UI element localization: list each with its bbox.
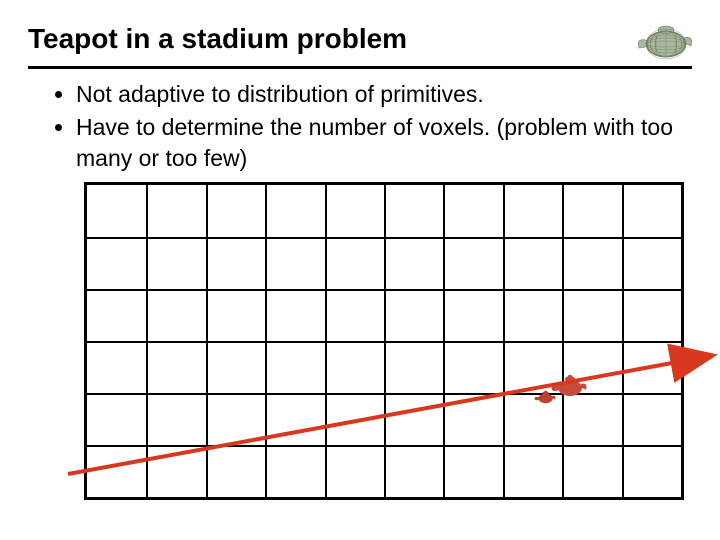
teapot-logo-icon <box>636 18 692 60</box>
bullet-item: Not adaptive to distribution of primitiv… <box>76 79 692 110</box>
ray-arrow-overlay <box>84 182 720 502</box>
voxel-grid-diagram <box>84 182 684 502</box>
slide-title: Teapot in a stadium problem <box>28 23 407 55</box>
ray-arrow <box>68 356 710 474</box>
header: Teapot in a stadium problem <box>28 18 692 60</box>
bullet-list: Not adaptive to distribution of primitiv… <box>28 79 692 174</box>
title-rule <box>28 66 692 69</box>
bullet-item: Have to determine the number of voxels. … <box>76 112 692 174</box>
teapot-icon <box>535 391 556 404</box>
